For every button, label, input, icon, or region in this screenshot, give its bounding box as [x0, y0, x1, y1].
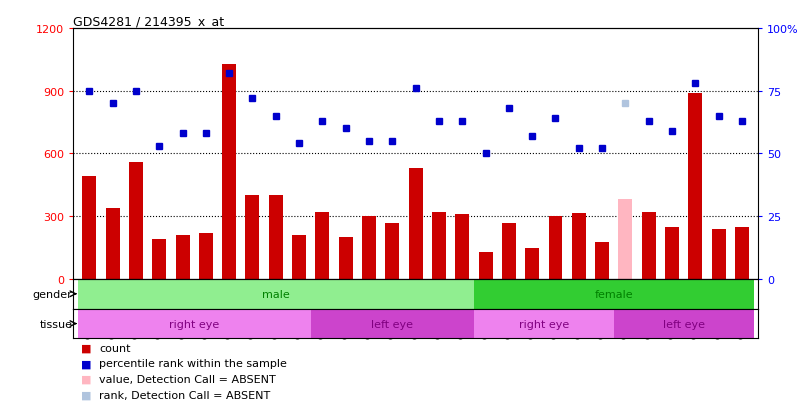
- Bar: [222, 64, 236, 279]
- Bar: [614, 309, 753, 339]
- Text: ■: ■: [81, 374, 92, 384]
- Bar: [572, 214, 586, 279]
- Bar: [175, 235, 190, 279]
- Text: left eye: left eye: [371, 319, 414, 329]
- Text: value, Detection Call = ABSENT: value, Detection Call = ABSENT: [99, 374, 276, 384]
- Bar: [474, 309, 614, 339]
- Bar: [78, 309, 311, 339]
- Text: male: male: [262, 289, 290, 299]
- Bar: [385, 224, 399, 279]
- Bar: [665, 227, 679, 279]
- Bar: [455, 214, 470, 279]
- Bar: [292, 235, 306, 279]
- Text: left eye: left eye: [663, 319, 705, 329]
- Text: ■: ■: [81, 390, 92, 400]
- Bar: [689, 94, 702, 279]
- Bar: [82, 177, 97, 279]
- Bar: [311, 309, 474, 339]
- Text: percentile rank within the sample: percentile rank within the sample: [99, 358, 287, 368]
- Text: count: count: [99, 343, 131, 353]
- Bar: [152, 240, 166, 279]
- Text: ■: ■: [81, 343, 92, 353]
- Text: ■: ■: [81, 358, 92, 368]
- Text: gender: gender: [32, 289, 72, 299]
- Text: right eye: right eye: [169, 319, 219, 329]
- Bar: [502, 224, 516, 279]
- Text: female: female: [594, 289, 633, 299]
- Bar: [619, 200, 633, 279]
- Bar: [105, 208, 119, 279]
- Text: rank, Detection Call = ABSENT: rank, Detection Call = ABSENT: [99, 390, 270, 400]
- Bar: [315, 212, 329, 279]
- Bar: [595, 243, 609, 279]
- Bar: [246, 196, 260, 279]
- Bar: [478, 252, 492, 279]
- Text: tissue: tissue: [40, 319, 72, 329]
- Bar: [735, 227, 749, 279]
- Bar: [78, 279, 474, 309]
- Bar: [362, 216, 376, 279]
- Bar: [642, 212, 656, 279]
- Text: right eye: right eye: [519, 319, 569, 329]
- Text: GDS4281 / 214395_x_at: GDS4281 / 214395_x_at: [73, 15, 224, 28]
- Bar: [339, 237, 353, 279]
- Bar: [129, 162, 143, 279]
- Bar: [199, 233, 212, 279]
- Bar: [268, 196, 283, 279]
- Bar: [526, 248, 539, 279]
- Bar: [432, 212, 446, 279]
- Bar: [474, 279, 753, 309]
- Bar: [409, 169, 423, 279]
- Bar: [548, 216, 563, 279]
- Bar: [712, 229, 726, 279]
